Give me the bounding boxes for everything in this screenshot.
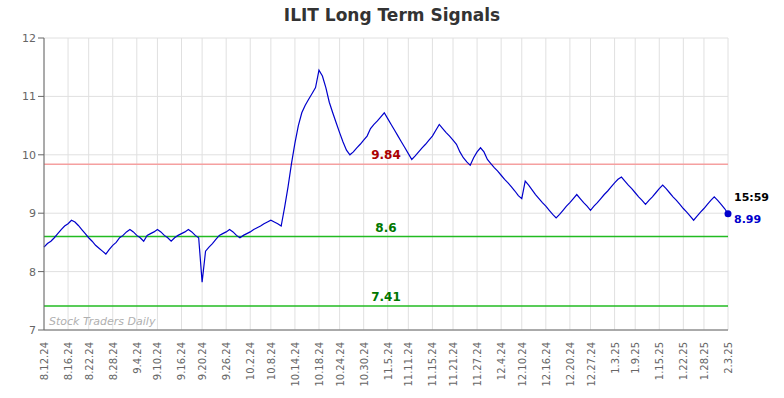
svg-text:11: 11 (22, 90, 36, 103)
svg-text:8.6: 8.6 (375, 221, 396, 235)
svg-text:7: 7 (29, 324, 36, 337)
svg-text:1.15.25: 1.15.25 (654, 342, 665, 380)
svg-text:11.5.24: 11.5.24 (383, 342, 394, 380)
svg-text:2.3.25: 2.3.25 (723, 342, 734, 374)
svg-text:7.41: 7.41 (371, 290, 401, 304)
svg-text:1.9.25: 1.9.25 (630, 342, 641, 374)
svg-text:9.4.24: 9.4.24 (132, 342, 143, 374)
svg-text:12.4.24: 12.4.24 (496, 342, 507, 380)
svg-text:8.28.24: 8.28.24 (108, 342, 119, 380)
svg-text:11.15.24: 11.15.24 (427, 342, 438, 387)
svg-text:9.16.24: 9.16.24 (176, 342, 187, 380)
svg-text:11.21.24: 11.21.24 (448, 342, 459, 387)
svg-text:9.10.24: 9.10.24 (152, 342, 163, 380)
svg-text:Stock Traders Daily: Stock Traders Daily (49, 315, 156, 328)
svg-text:8.99: 8.99 (734, 213, 761, 226)
svg-text:1.3.25: 1.3.25 (610, 342, 621, 374)
html-text:ILIT Long Term Signals: ILIT Long Term Signals (283, 5, 501, 25)
svg-text:8.12.24: 8.12.24 (39, 342, 50, 380)
svg-text:9.84: 9.84 (371, 148, 401, 162)
svg-text:12.10.24: 12.10.24 (517, 342, 528, 387)
svg-text:8.22.24: 8.22.24 (84, 342, 95, 380)
svg-text:9: 9 (29, 207, 36, 220)
svg-text:1.28.25: 1.28.25 (699, 342, 710, 380)
svg-text:9.20.24: 9.20.24 (197, 342, 208, 380)
svg-text:11.11.24: 11.11.24 (403, 342, 414, 387)
svg-text:12.16.24: 12.16.24 (541, 342, 552, 387)
svg-text:10.18.24: 10.18.24 (314, 342, 325, 387)
svg-text:12.27.24: 12.27.24 (586, 342, 597, 387)
svg-text:10.30.24: 10.30.24 (359, 342, 370, 387)
svg-text:10.8.24: 10.8.24 (266, 342, 277, 380)
svg-text:11.27.24: 11.27.24 (472, 342, 483, 387)
svg-text:9.26.24: 9.26.24 (221, 342, 232, 380)
svg-text:10.14.24: 10.14.24 (290, 342, 301, 387)
svg-text:10: 10 (22, 149, 36, 162)
svg-text:15:59: 15:59 (734, 191, 769, 204)
svg-text:8: 8 (29, 266, 36, 279)
svg-text:1.22.25: 1.22.25 (678, 342, 689, 380)
svg-text:12.20.24: 12.20.24 (565, 342, 576, 387)
svg-text:12: 12 (22, 32, 36, 45)
svg-text:8.16.24: 8.16.24 (63, 342, 74, 380)
svg-text:10.2.24: 10.2.24 (245, 342, 256, 380)
svg-text:10.24.24: 10.24.24 (335, 342, 346, 387)
